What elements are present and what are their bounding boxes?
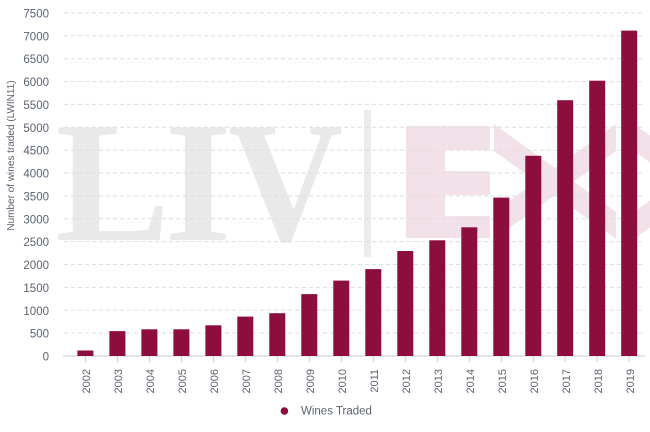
svg-text:2016: 2016 [529, 369, 541, 393]
svg-text:1000: 1000 [23, 306, 49, 318]
svg-text:2007: 2007 [241, 369, 253, 393]
svg-text:7000: 7000 [23, 31, 49, 43]
svg-text:3000: 3000 [23, 214, 49, 226]
svg-text:1500: 1500 [23, 283, 49, 295]
svg-text:5500: 5500 [23, 100, 49, 112]
svg-text:2008: 2008 [273, 369, 285, 393]
svg-text:6000: 6000 [23, 77, 49, 89]
svg-text:2014: 2014 [465, 369, 477, 393]
svg-text:Wines Traded: Wines Traded [301, 406, 372, 418]
svg-text:2006: 2006 [209, 369, 221, 393]
svg-text:2004: 2004 [145, 369, 157, 393]
svg-text:2017: 2017 [561, 369, 573, 393]
svg-text:Number of wines traded (LWIN11: Number of wines traded (LWIN11) [6, 80, 17, 230]
svg-text:LI: LI [55, 88, 231, 278]
svg-text:2005: 2005 [177, 369, 189, 393]
svg-text:0: 0 [43, 352, 49, 364]
svg-text:2009: 2009 [305, 369, 317, 393]
svg-text:5000: 5000 [23, 123, 49, 135]
svg-text:4000: 4000 [23, 169, 49, 181]
svg-text:2003: 2003 [113, 369, 125, 393]
svg-text:2000: 2000 [23, 260, 49, 272]
svg-text:3500: 3500 [23, 191, 49, 203]
svg-text:2002: 2002 [81, 369, 93, 393]
svg-text:2010: 2010 [337, 369, 349, 393]
svg-text:500: 500 [30, 329, 49, 341]
svg-text:2012: 2012 [401, 369, 413, 393]
svg-text:2019: 2019 [625, 369, 637, 393]
svg-text:6500: 6500 [23, 54, 49, 66]
svg-text:2015: 2015 [497, 369, 509, 393]
svg-text:2500: 2500 [23, 237, 49, 249]
svg-text:V: V [228, 88, 343, 278]
svg-text:2018: 2018 [593, 369, 605, 393]
svg-text:4500: 4500 [23, 146, 49, 158]
svg-text:7500: 7500 [23, 8, 49, 20]
svg-text:2011: 2011 [369, 369, 381, 393]
svg-text:2013: 2013 [433, 369, 445, 393]
